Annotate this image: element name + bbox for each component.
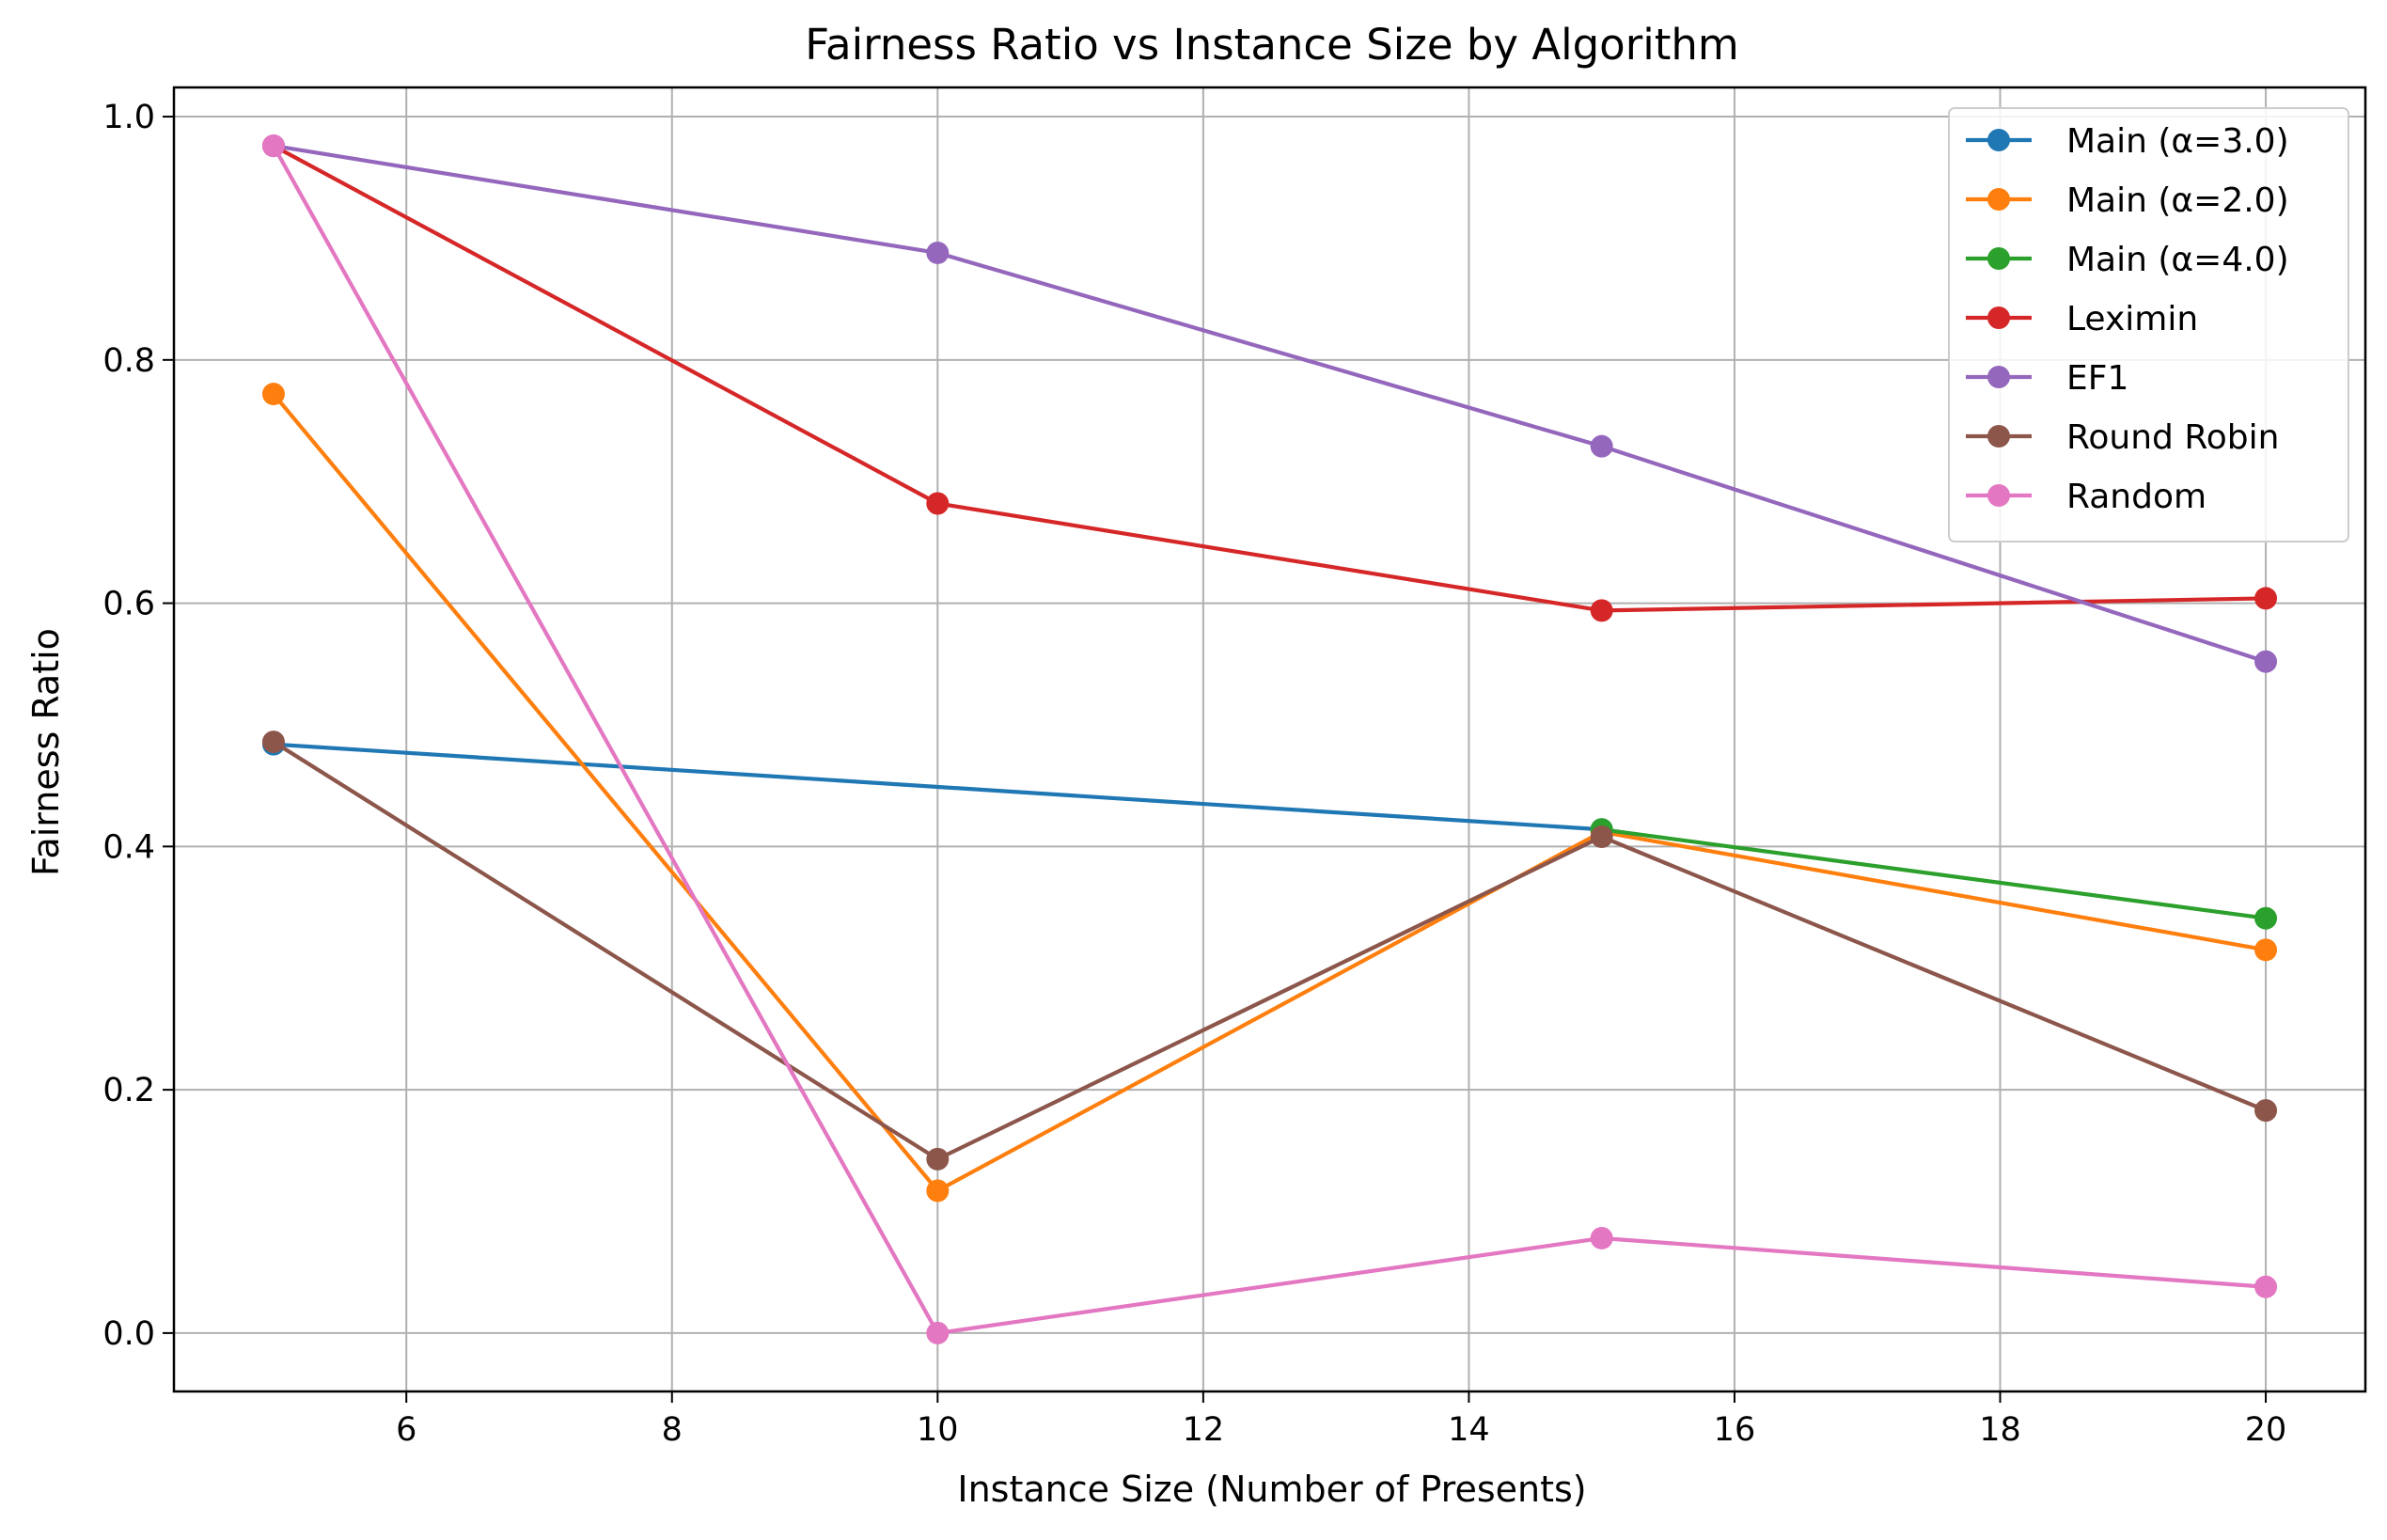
- legend-item: Main (α=3.0): [1966, 122, 2289, 161]
- series-line: [273, 742, 1602, 832]
- series-line: [272, 144, 2267, 613]
- legend-item: EF1: [1966, 359, 2128, 398]
- legend-swatch-marker: [1987, 484, 2010, 507]
- data-point: [926, 1321, 950, 1344]
- series-round-robin: [261, 731, 2278, 1171]
- y-tick-label: 0.0: [102, 1315, 155, 1353]
- y-tick-label: 0.6: [102, 586, 155, 623]
- x-tick-label: 14: [1448, 1411, 1490, 1449]
- series-line: [272, 392, 2267, 1193]
- legend-swatch-marker: [1987, 247, 2010, 270]
- chart-title: Fairness Ratio vs Instance Size by Algor…: [805, 20, 1738, 70]
- y-axis-label: Fairness Ratio: [25, 628, 67, 876]
- plot-frame: [172, 86, 2367, 1393]
- data-point: [926, 1179, 950, 1202]
- x-tick-label: 8: [662, 1411, 683, 1449]
- data-point: [261, 731, 285, 754]
- legend-label: Round Robin: [2066, 418, 2279, 457]
- data-point: [926, 492, 950, 515]
- data-point: [1590, 599, 1613, 622]
- data-point: [2254, 1275, 2278, 1298]
- x-tick-label: 12: [1183, 1411, 1225, 1449]
- legend-label: Leximin: [2066, 300, 2198, 338]
- data-point: [1590, 825, 1613, 849]
- y-tick-label: 0.2: [102, 1072, 155, 1109]
- legend-label: EF1: [2066, 359, 2128, 398]
- data-point: [2254, 587, 2278, 610]
- x-tick-label: 6: [396, 1411, 416, 1449]
- x-tick-label: 10: [917, 1411, 959, 1449]
- data-point: [1590, 1226, 1613, 1249]
- series-ef1: [261, 134, 2278, 673]
- x-tick-label: 16: [1714, 1411, 1756, 1449]
- legend-swatch-marker: [1987, 188, 2010, 211]
- legend-label: Main (α=4.0): [2066, 241, 2289, 279]
- legend-item: Main (α=2.0): [1966, 181, 2289, 220]
- legend-label: Main (α=2.0): [2066, 181, 2289, 220]
- data-point: [2254, 938, 2278, 962]
- legend-box: [1948, 107, 2349, 542]
- legend-swatch-marker: [1987, 425, 2010, 448]
- data-point: [2254, 906, 2278, 930]
- legend-label: Random: [2066, 478, 2206, 516]
- legend: Main (α=3.0) Main (α=2.0) Main (α=4.0) Lexi…: [1948, 107, 2349, 542]
- legend-item: Leximin: [1966, 300, 2198, 338]
- legend-swatch-marker: [1987, 366, 2010, 388]
- legend-item: Main (α=4.0): [1966, 241, 2289, 279]
- legend-label: Main (α=3.0): [2066, 122, 2289, 161]
- series-line: [1601, 827, 2267, 920]
- series-line: [272, 740, 2267, 1161]
- x-tick-label: 18: [1979, 1411, 2021, 1449]
- data-point: [2254, 1099, 2278, 1123]
- x-axis-label: Instance Size (Number of Presents): [957, 1469, 1586, 1510]
- data-point: [2254, 650, 2278, 673]
- series-line: [272, 145, 2267, 1335]
- data-point: [261, 383, 285, 406]
- legend-item: Random: [1966, 478, 2206, 516]
- series-group: [261, 134, 2278, 1344]
- axis-ticks: 6 8 10 12 14 16 18 20 0.0 0.2 0.4 0.6 0.8 1.0: [102, 99, 2286, 1449]
- y-tick-label: 1.0: [102, 99, 155, 136]
- legend-swatch-marker: [1987, 306, 2010, 329]
- data-point: [1590, 434, 1613, 458]
- data-point: [261, 134, 285, 158]
- y-tick-label: 0.8: [102, 342, 155, 380]
- data-point: [926, 1147, 950, 1171]
- series-line: [273, 144, 2267, 664]
- legend-swatch-marker: [1987, 129, 2010, 151]
- data-point: [926, 241, 950, 264]
- x-tick-label: 20: [2245, 1411, 2287, 1449]
- y-tick-label: 0.4: [102, 828, 155, 866]
- legend-item: Round Robin: [1966, 418, 2279, 457]
- series-random: [261, 134, 2278, 1344]
